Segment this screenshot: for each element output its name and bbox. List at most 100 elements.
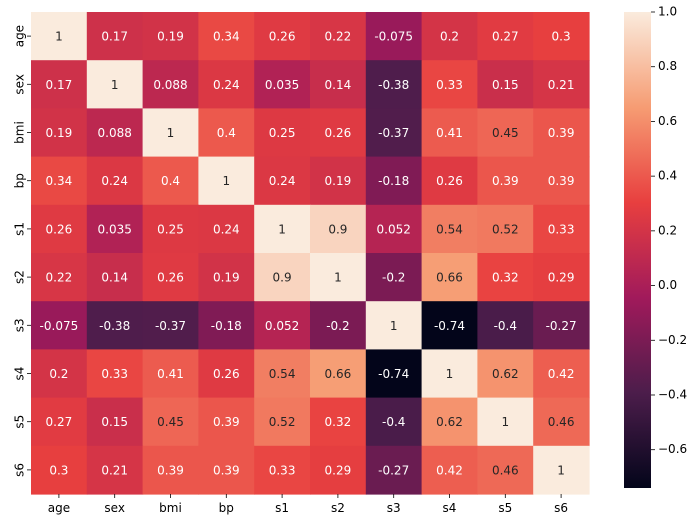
heatmap-cell-s2-bp [198,253,255,302]
cell-value-label: 0.39 [213,463,240,477]
heatmap-cell-sex-bmi [142,60,199,109]
heatmap-cell-s2-s6 [533,253,590,302]
heatmap-cell-s5-s2 [310,397,367,447]
heatmap-cell-s3-s4 [421,301,478,350]
heatmap-cell-s1-s1 [254,204,311,254]
colorbar-tick-label: −0.6 [658,442,687,456]
x-tick-label: s3 [387,501,401,515]
heatmap-cell-bmi-s4 [421,108,478,158]
heatmap-cell-s5-s1 [254,397,311,447]
heatmap-cell-sex-s6 [533,60,590,109]
cell-value-label: 0.4 [217,126,236,140]
cell-value-label: -0.37 [155,319,186,333]
heatmap-cell-s6-bp [198,445,255,495]
heatmap-cell-bmi-s3 [365,108,423,158]
x-tick-label: bmi [159,501,182,515]
cell-value-label: 0.27 [46,415,73,429]
heatmap-cell-s6-age [31,445,88,495]
heatmap-cells [31,12,590,495]
heatmap-cell-bp-sex [86,156,144,206]
cell-value-label: 0.26 [213,367,240,381]
heatmap-cell-bmi-age [31,108,88,158]
cell-value-label: 0.52 [492,222,519,236]
heatmap-cell-s3-s5 [477,301,534,350]
heatmap-cell-s2-s2 [310,253,367,302]
cell-value-label: 0.54 [436,222,463,236]
heatmap-cell-bp-age [31,156,88,206]
cell-value-label: 1 [501,415,509,429]
heatmap-cell-age-s5 [477,12,534,61]
heatmap-cell-s1-s4 [421,204,478,254]
heatmap-cell-sex-s4 [421,60,478,109]
heatmap-cell-s3-sex [86,301,144,350]
heatmap-cell-s3-s2 [310,301,367,350]
colorbar-tick-label: 0.4 [658,169,677,183]
heatmap-cell-bp-bmi [142,156,199,206]
cell-value-label: 0.41 [436,126,463,140]
cell-value-label: 0.17 [46,78,73,92]
heatmap-cell-s1-age [31,204,88,254]
heatmap-cell-bmi-s6 [533,108,590,158]
cell-value-label: -0.075 [374,30,413,44]
heatmap-cell-s3-bp [198,301,255,350]
heatmap-cell-age-bmi [142,12,199,61]
heatmap-cell-s2-bmi [142,253,199,302]
cell-value-label: 0.52 [269,415,296,429]
heatmap-cell-s1-sex [86,204,144,254]
cell-value-label: 0.46 [548,415,575,429]
heatmap-cell-s2-sex [86,253,144,302]
heatmap-cell-s2-s4 [421,253,478,302]
heatmap-cell-bmi-bmi [142,108,199,158]
colorbar-tick-label: 0.2 [658,223,677,237]
heatmap-cell-sex-s5 [477,60,534,109]
heatmap-cell-s1-s5 [477,204,534,254]
heatmap-cell-s4-s2 [310,349,367,399]
cell-value-label: 0.052 [377,222,411,236]
heatmap-cell-age-s4 [421,12,478,61]
cell-value-label: 1 [278,222,286,236]
cell-value-label: 0.26 [46,222,73,236]
heatmap-cell-s6-s3 [365,445,423,495]
heatmap-cell-s6-s2 [310,445,367,495]
cell-value-label: 0.41 [157,367,184,381]
heatmap-cell-bmi-s2 [310,108,367,158]
cell-value-label: 0.19 [157,30,184,44]
heatmap-cell-bp-s4 [421,156,478,206]
colorbar-gradient [624,12,651,488]
cell-value-label: -0.18 [378,174,409,188]
heatmap-cell-s4-s5 [477,349,534,399]
heatmap-cell-age-s3 [365,12,423,61]
cell-value-label: 1 [167,126,175,140]
heatmap-cell-s6-s1 [254,445,311,495]
colorbar-tick-label: 0.6 [658,114,677,128]
cell-value-label: 0.21 [548,78,575,92]
cell-value-label: 0.22 [46,271,73,285]
cell-value-label: 0.24 [213,78,240,92]
cell-value-label: 0.66 [436,271,463,285]
cell-value-label: 0.19 [325,174,352,188]
y-tick-label: sex [13,74,27,95]
heatmap-cell-bp-s1 [254,156,311,206]
cell-value-label: 0.29 [325,463,352,477]
heatmap-cell-s4-s4 [421,349,478,399]
heatmap-cell-s5-s4 [421,397,478,447]
cell-value-label: 1 [222,174,230,188]
cell-value-label: -0.4 [382,415,405,429]
cell-value-label: 0.46 [492,463,519,477]
y-tick-label: s6 [13,463,27,477]
cell-value-label: -0.27 [546,319,577,333]
x-tick-label: s2 [331,501,345,515]
cell-value-label: 0.26 [325,126,352,140]
cell-value-label: 0.32 [492,271,519,285]
x-tick-label: s6 [554,501,568,515]
heatmap-cell-s5-s6 [533,397,590,447]
cell-value-label: 0.052 [265,319,299,333]
heatmap-cell-bp-bp [198,156,255,206]
heatmap-cell-sex-bp [198,60,255,109]
cell-value-label: 0.66 [325,367,352,381]
cell-value-label: 0.2 [440,30,459,44]
heatmap-cell-s2-age [31,253,88,302]
y-tick-label: s4 [13,367,27,381]
heatmap-cell-s6-s6 [533,445,590,495]
heatmap-cell-s3-age [31,301,88,350]
